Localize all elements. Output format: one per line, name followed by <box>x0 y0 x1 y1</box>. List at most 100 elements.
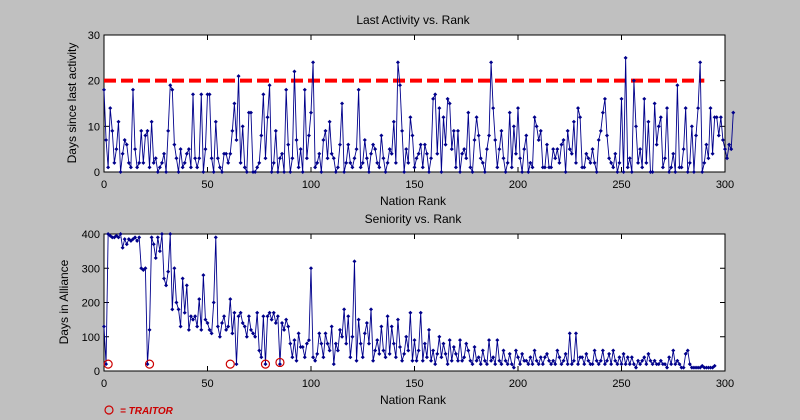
data-point <box>513 151 518 156</box>
data-point <box>269 170 274 174</box>
data-point <box>267 310 272 315</box>
data-point <box>563 351 568 356</box>
y-tick-label: 200 <box>82 298 100 310</box>
data-point <box>611 165 616 170</box>
data-point <box>366 341 371 346</box>
data-point <box>331 362 336 367</box>
data-point <box>323 128 328 133</box>
data-point <box>251 331 256 336</box>
data-point <box>615 362 620 367</box>
data-point <box>654 142 659 147</box>
data-point <box>518 362 523 367</box>
data-point <box>439 355 444 360</box>
data-point <box>605 133 610 138</box>
data-point <box>300 170 305 174</box>
data-point <box>673 170 678 174</box>
data-point <box>677 165 682 170</box>
data-point <box>337 142 342 147</box>
data-point <box>215 156 220 161</box>
data-point <box>594 358 599 363</box>
data-point <box>166 128 171 133</box>
data-point <box>702 160 707 165</box>
data-point <box>162 276 167 281</box>
data-point <box>170 87 175 92</box>
data-point <box>501 156 506 161</box>
data-point <box>317 331 322 336</box>
data-point <box>315 351 320 356</box>
data-point <box>164 170 169 174</box>
data-point <box>476 133 481 138</box>
data-point <box>549 165 554 170</box>
data-point <box>118 232 123 236</box>
data-point <box>623 55 628 60</box>
data-point <box>673 362 678 367</box>
data-point <box>590 147 595 152</box>
data-point <box>441 115 446 120</box>
data-point <box>696 106 701 111</box>
data-point <box>625 165 630 170</box>
data-point <box>609 362 614 367</box>
data-point <box>253 170 258 174</box>
data-point <box>217 334 222 339</box>
data-point <box>364 156 369 161</box>
data-point <box>503 358 508 363</box>
data-point <box>433 362 438 367</box>
data-point <box>511 365 516 370</box>
x-axis: 0 50 100 150 200 250 300 <box>101 35 734 191</box>
data-point <box>232 101 237 106</box>
data-point <box>348 160 353 165</box>
data-point <box>373 147 378 152</box>
data-point <box>157 165 162 170</box>
data-point <box>478 156 483 161</box>
data-point <box>530 165 535 170</box>
data-point <box>499 128 504 133</box>
data-point <box>346 314 351 319</box>
data-point <box>408 310 413 315</box>
data-point <box>265 314 270 319</box>
data-point <box>248 110 253 115</box>
data-point <box>191 92 196 97</box>
data-point <box>106 165 111 170</box>
data-point <box>553 362 558 367</box>
data-point <box>538 355 543 360</box>
data-point <box>489 358 494 363</box>
data-point <box>520 170 525 174</box>
data-point <box>398 345 403 350</box>
data-point <box>147 165 152 170</box>
data-point <box>346 142 351 147</box>
data-point <box>484 362 489 367</box>
data-point <box>195 324 200 329</box>
data-point <box>731 110 736 115</box>
x-tick-label: 250 <box>612 378 630 390</box>
data-point <box>360 160 365 165</box>
data-point <box>145 362 150 367</box>
data-point <box>644 362 649 367</box>
data-point <box>629 355 634 360</box>
data-point <box>172 266 177 271</box>
data-point <box>230 331 235 336</box>
data-point <box>304 341 309 346</box>
data-point <box>447 338 452 343</box>
data-point <box>205 92 210 97</box>
x-tick-label: 100 <box>302 179 320 191</box>
data-point <box>261 92 266 97</box>
data-point <box>656 362 661 367</box>
data-point <box>495 338 500 343</box>
data-point <box>387 351 392 356</box>
data-point <box>429 358 434 363</box>
data-point <box>536 362 541 367</box>
data-point <box>273 321 278 326</box>
data-point <box>211 300 216 305</box>
data-point <box>282 327 287 332</box>
data-point <box>240 124 245 129</box>
data-point <box>246 110 251 115</box>
data-point <box>381 156 386 161</box>
data-point <box>412 338 417 343</box>
data-point <box>509 362 514 367</box>
data-point <box>513 348 518 353</box>
data-point <box>480 160 485 165</box>
data-point <box>286 324 291 329</box>
data-point <box>362 331 367 336</box>
data-point <box>159 232 164 236</box>
data-point <box>153 255 158 260</box>
